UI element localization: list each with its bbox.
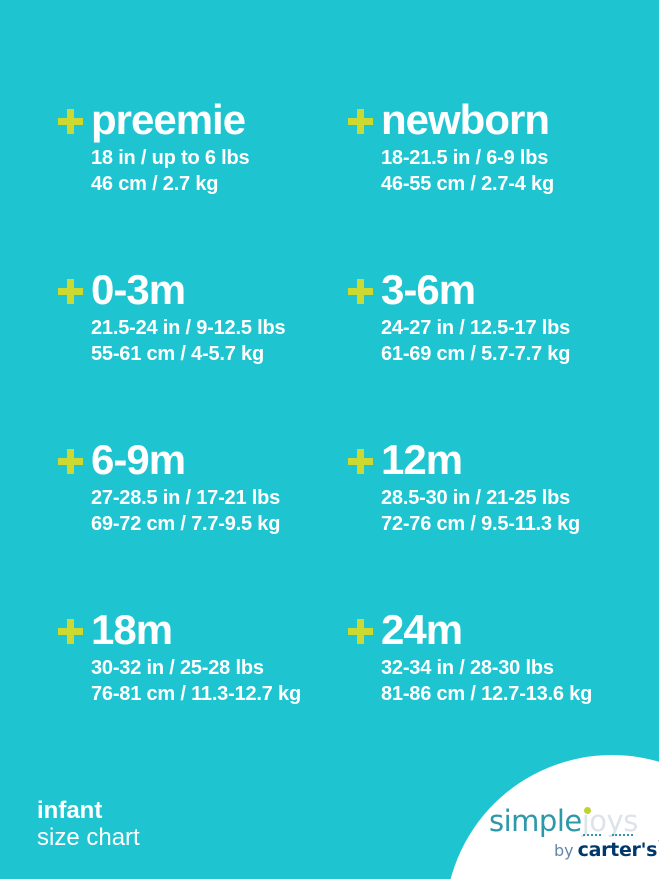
size-imperial: 21.5-24 in / 9-12.5 lbs: [91, 317, 286, 339]
size-metric: 69-72 cm / 7.7-9.5 kg: [91, 513, 281, 535]
size-measurements: 28.5-30 in / 21-25 lbs 72-76 cm / 9.5-11…: [381, 485, 580, 537]
logo-joys-text: ȷoys: [581, 804, 639, 838]
size-label: 18m: [91, 606, 173, 653]
logo-simple: simple: [489, 804, 582, 838]
size-metric: 61-69 cm / 5.7-7.7 kg: [381, 343, 571, 365]
trademark-symbol: ™: [657, 839, 659, 848]
size-metric: 81-86 cm / 12.7-13.6 kg: [381, 683, 593, 705]
size-cell: 12m 28.5-30 in / 21-25 lbs 72-76 cm / 9.…: [348, 438, 580, 537]
size-metric: 72-76 cm / 9.5-11.3 kg: [381, 513, 581, 535]
plus-icon: [348, 619, 373, 644]
size-cell-text: newborn 18-21.5 in / 6-9 lbs 46-55 cm / …: [381, 98, 554, 197]
logo-joys: ȷoys: [581, 804, 639, 838]
size-measurements: 18 in / up to 6 lbs 46 cm / 2.7 kg: [91, 145, 250, 197]
size-cell-text: 0-3m 21.5-24 in / 9-12.5 lbs 55-61 cm / …: [91, 266, 286, 367]
footer: infant size chart: [37, 797, 140, 852]
plus-icon: [348, 449, 373, 474]
plus-icon: [348, 109, 373, 134]
size-metric: 55-61 cm / 4-5.7 kg: [91, 343, 264, 365]
size-metric: 76-81 cm / 11.3-12.7 kg: [91, 683, 301, 705]
size-imperial: 30-32 in / 25-28 lbs: [91, 657, 264, 679]
size-metric: 46 cm / 2.7 kg: [91, 173, 219, 195]
plus-icon: [58, 109, 83, 134]
size-imperial: 24-27 in / 12.5-17 lbs: [381, 317, 571, 339]
brand-logo: simple ȷoys: [489, 804, 638, 838]
size-measurements: 24-27 in / 12.5-17 lbs 61-69 cm / 5.7-7.…: [381, 315, 570, 367]
plus-icon: [58, 449, 83, 474]
size-label: 6-9m: [91, 436, 186, 483]
size-cell: 3-6m 24-27 in / 12.5-17 lbs 61-69 cm / 5…: [348, 268, 570, 367]
size-cell-text: 12m 28.5-30 in / 21-25 lbs 72-76 cm / 9.…: [381, 438, 580, 537]
size-cell: 0-3m 21.5-24 in / 9-12.5 lbs 55-61 cm / …: [58, 266, 286, 367]
size-cell: preemie 18 in / up to 6 lbs 46 cm / 2.7 …: [58, 96, 250, 197]
size-measurements: 21.5-24 in / 9-12.5 lbs 55-61 cm / 4-5.7…: [91, 315, 286, 367]
size-measurements: 27-28.5 in / 17-21 lbs 69-72 cm / 7.7-9.…: [91, 485, 280, 537]
logo-joys-dot-icon: [583, 807, 591, 814]
size-label: 0-3m: [91, 266, 186, 313]
size-measurements: 18-21.5 in / 6-9 lbs 46-55 cm / 2.7-4 kg: [381, 145, 554, 197]
size-cell-text: 3-6m 24-27 in / 12.5-17 lbs 61-69 cm / 5…: [381, 268, 570, 367]
footer-label: size chart: [37, 824, 140, 851]
size-label: 12m: [381, 436, 463, 483]
size-cell: newborn 18-21.5 in / 6-9 lbs 46-55 cm / …: [348, 98, 554, 197]
size-imperial: 28.5-30 in / 21-25 lbs: [381, 487, 571, 509]
size-label: 3-6m: [381, 266, 476, 313]
stitch-dots-icon: [612, 834, 633, 836]
size-cell: 24m 32-34 in / 28-30 lbs 81-86 cm / 12.7…: [348, 608, 592, 707]
footer-category: infant: [37, 797, 103, 824]
size-label: newborn: [381, 96, 550, 143]
plus-icon: [58, 619, 83, 644]
size-cell: 6-9m 27-28.5 in / 17-21 lbs 69-72 cm / 7…: [58, 438, 280, 537]
size-cell-text: 24m 32-34 in / 28-30 lbs 81-86 cm / 12.7…: [381, 608, 592, 707]
logo-brand-name: carter's: [577, 839, 658, 861]
size-imperial: 18 in / up to 6 lbs: [91, 147, 250, 169]
size-cell-text: 6-9m 27-28.5 in / 17-21 lbs 69-72 cm / 7…: [91, 438, 280, 537]
size-cell: 18m 30-32 in / 25-28 lbs 76-81 cm / 11.3…: [58, 608, 301, 707]
plus-icon: [58, 279, 83, 304]
size-cell-text: 18m 30-32 in / 25-28 lbs 76-81 cm / 11.3…: [91, 608, 301, 707]
size-imperial: 18-21.5 in / 6-9 lbs: [381, 147, 549, 169]
size-label: preemie: [91, 96, 246, 143]
size-measurements: 30-32 in / 25-28 lbs 76-81 cm / 11.3-12.…: [91, 655, 301, 707]
stitch-dots-icon: [583, 834, 601, 836]
size-measurements: 32-34 in / 28-30 lbs 81-86 cm / 12.7-13.…: [381, 655, 592, 707]
size-metric: 46-55 cm / 2.7-4 kg: [381, 173, 554, 195]
logo-by: by: [554, 841, 574, 860]
size-label: 24m: [381, 606, 463, 653]
size-imperial: 32-34 in / 28-30 lbs: [381, 657, 554, 679]
size-cell-text: preemie 18 in / up to 6 lbs 46 cm / 2.7 …: [91, 96, 250, 197]
size-imperial: 27-28.5 in / 17-21 lbs: [91, 487, 281, 509]
plus-icon: [348, 279, 373, 304]
